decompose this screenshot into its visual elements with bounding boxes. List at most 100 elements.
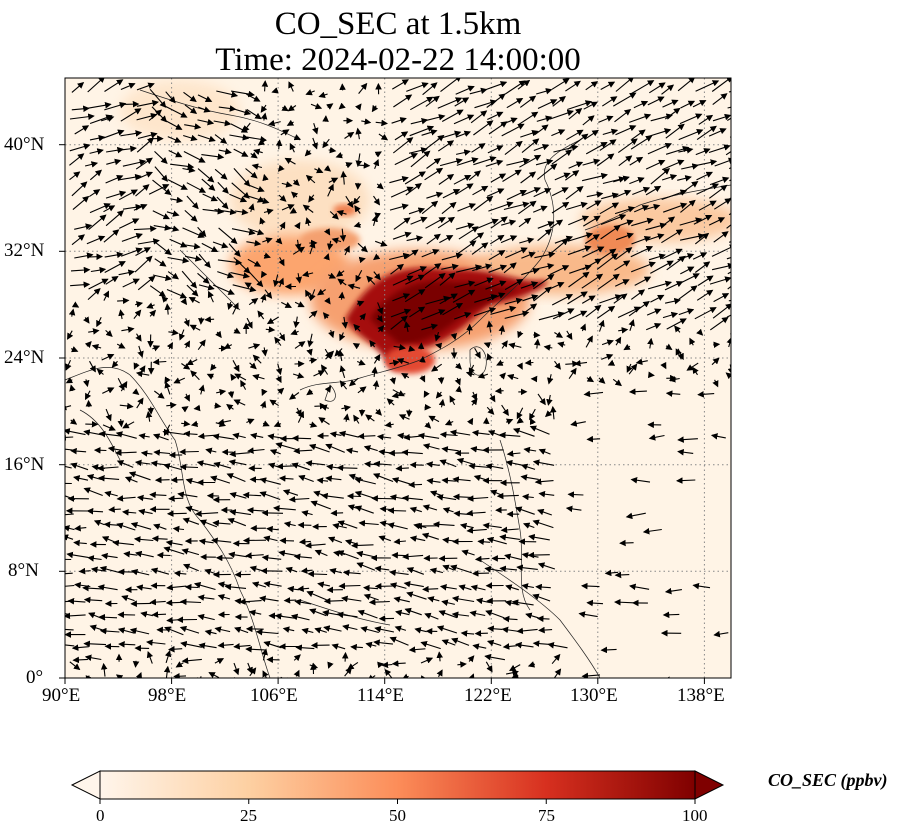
wind-arrow bbox=[439, 272, 456, 286]
wind-arrow bbox=[596, 305, 616, 319]
wind-arrow bbox=[405, 274, 426, 285]
wind-arrow bbox=[455, 130, 472, 138]
wind-arrow bbox=[323, 165, 332, 172]
wind-arrow bbox=[505, 247, 528, 259]
wind-arrow bbox=[231, 182, 250, 199]
wind-arrow bbox=[152, 210, 170, 220]
wind-arrow bbox=[686, 362, 699, 371]
wind-arrow bbox=[537, 228, 552, 242]
wind-arrow bbox=[167, 136, 182, 143]
wind-arrow bbox=[118, 269, 135, 276]
wind-arrow bbox=[729, 179, 731, 182]
wind-arrow bbox=[631, 261, 656, 273]
wind-arrow bbox=[308, 194, 315, 203]
wind-arrow bbox=[340, 170, 347, 185]
wind-arrow bbox=[178, 329, 186, 341]
wind-arrow bbox=[598, 319, 605, 332]
wind-arrow bbox=[437, 97, 463, 109]
wind-arrow bbox=[469, 87, 488, 95]
wind-arrow bbox=[565, 186, 584, 200]
wind-arrow bbox=[260, 104, 268, 113]
chart-subtitle-time: Time: 2024-02-22 14:00:00 bbox=[215, 42, 581, 78]
wind-arrow bbox=[294, 341, 306, 349]
wind-arrow bbox=[135, 184, 150, 197]
wind-arrow bbox=[197, 339, 206, 351]
wind-arrow bbox=[297, 410, 305, 423]
wind-arrow bbox=[520, 171, 537, 184]
wind-arrow bbox=[292, 372, 305, 379]
wind-arrow bbox=[136, 137, 155, 153]
wind-arrow bbox=[84, 161, 99, 168]
wind-arrow bbox=[305, 89, 315, 96]
wind-arrow bbox=[154, 476, 170, 484]
wind-arrow bbox=[549, 281, 565, 290]
wind-arrow bbox=[501, 219, 517, 226]
wind-arrow bbox=[504, 140, 523, 156]
wind-arrow bbox=[494, 387, 504, 395]
wind-arrow bbox=[365, 414, 375, 422]
wind-arrow bbox=[346, 492, 362, 500]
wind-arrow bbox=[425, 295, 451, 305]
wind-arrow bbox=[323, 597, 344, 605]
wind-arrow bbox=[246, 317, 253, 329]
wind-arrow bbox=[156, 551, 171, 559]
x-tick-label: 98°E bbox=[148, 685, 187, 706]
wind-arrow bbox=[72, 195, 90, 211]
wind-arrow bbox=[441, 201, 457, 215]
wind-arrow bbox=[486, 320, 494, 333]
wind-arrow bbox=[117, 173, 142, 181]
wind-arrow bbox=[628, 319, 635, 331]
wind-arrow bbox=[585, 335, 593, 348]
wind-arrow bbox=[708, 128, 727, 137]
wind-arrow bbox=[189, 324, 201, 331]
wind-arrow bbox=[391, 117, 407, 124]
wind-arrow bbox=[421, 129, 438, 136]
x-tick-label: 114°E bbox=[357, 685, 404, 706]
wind-arrow bbox=[137, 131, 158, 140]
wind-arrow bbox=[689, 337, 696, 346]
wind-arrow bbox=[261, 509, 284, 517]
x-tick-label: 130°E bbox=[570, 685, 618, 706]
wind-arrow bbox=[152, 274, 173, 282]
wind-arrow bbox=[613, 92, 637, 107]
wind-arrow bbox=[356, 359, 366, 366]
wind-arrow bbox=[615, 189, 632, 198]
wind-arrow bbox=[697, 391, 715, 398]
wind-arrow bbox=[244, 282, 252, 289]
wind-arrow bbox=[600, 224, 621, 240]
wind-arrow bbox=[100, 115, 115, 122]
wind-arrow bbox=[473, 120, 494, 136]
wind-arrow bbox=[504, 279, 524, 291]
wind-arrow bbox=[202, 207, 225, 215]
wind-arrow bbox=[218, 227, 238, 245]
wind-arrow bbox=[74, 223, 93, 230]
wind-arrow bbox=[246, 93, 261, 102]
wind-arrow bbox=[122, 278, 140, 288]
wind-arrow bbox=[338, 582, 361, 590]
wind-arrow bbox=[313, 370, 325, 377]
wind-arrow bbox=[262, 173, 269, 182]
wind-arrow bbox=[503, 262, 517, 274]
wind-arrow bbox=[650, 294, 665, 303]
wind-arrow bbox=[614, 279, 630, 287]
wind-arrow bbox=[278, 194, 287, 202]
wind-arrow bbox=[661, 229, 684, 244]
wind-arrow bbox=[404, 171, 426, 185]
wind-arrow bbox=[246, 108, 262, 120]
wind-arrow bbox=[449, 395, 456, 405]
wind-arrow bbox=[440, 78, 462, 93]
wind-arrow bbox=[248, 203, 255, 213]
wind-arrow bbox=[326, 240, 334, 251]
wind-arrow bbox=[679, 181, 699, 195]
wind-arrow bbox=[521, 303, 538, 316]
wind-arrow bbox=[519, 154, 542, 168]
wind-arrow bbox=[336, 209, 347, 217]
wind-arrow bbox=[708, 217, 726, 226]
wind-arrow bbox=[616, 232, 634, 241]
wind-arrow bbox=[521, 267, 540, 276]
wind-arrow bbox=[173, 377, 186, 384]
wind-arrow bbox=[628, 300, 650, 317]
wind-arrow bbox=[598, 115, 614, 123]
wind-arrow bbox=[665, 145, 690, 155]
wind-arrow bbox=[71, 301, 80, 308]
